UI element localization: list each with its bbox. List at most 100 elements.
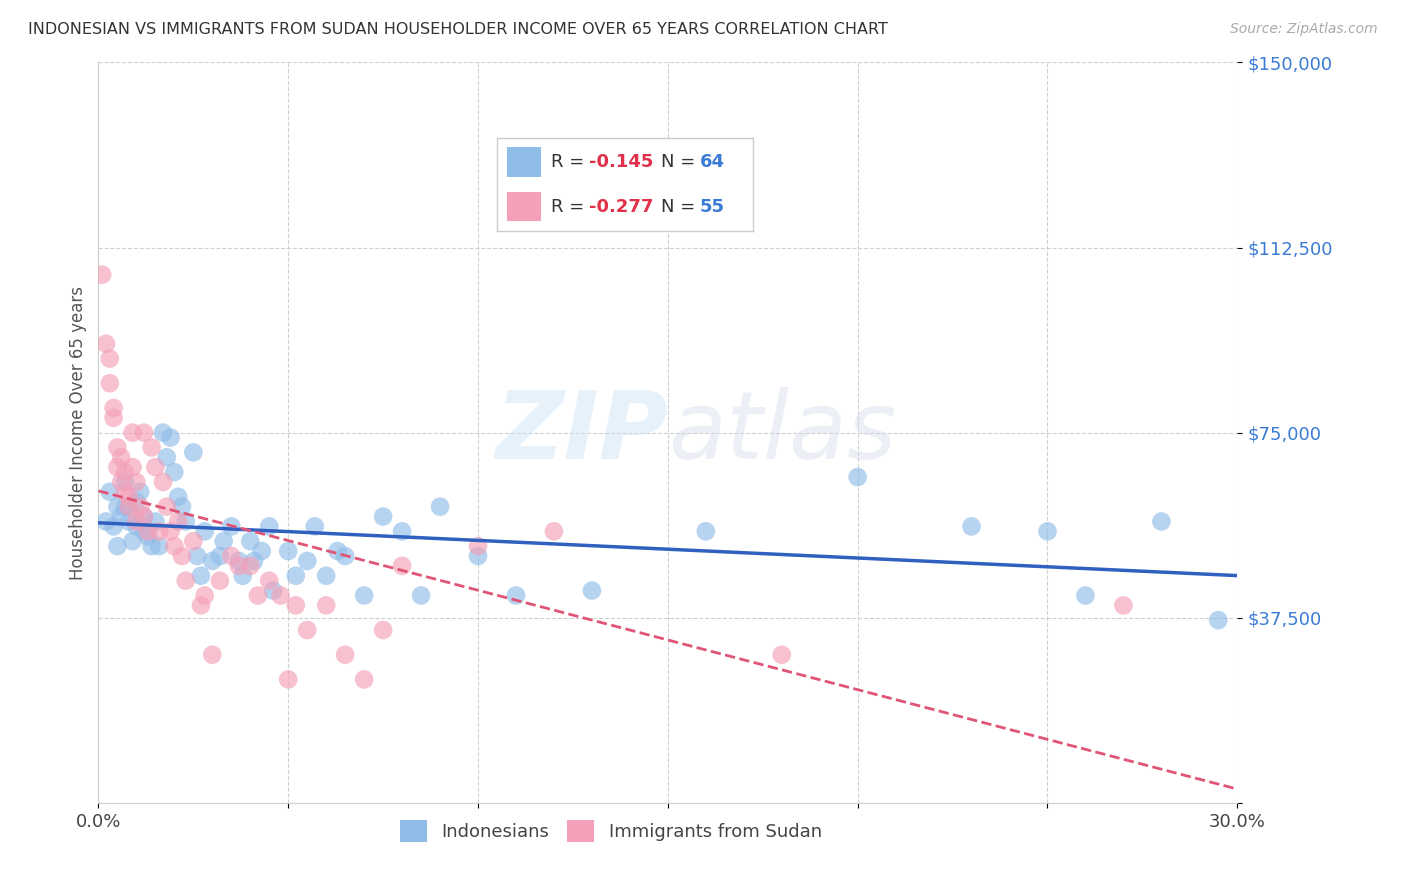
Point [335,648,357,662]
Point [107,460,129,475]
Point [243,554,266,568]
Point [1150,515,1173,529]
Point [94,515,117,529]
Text: N =: N = [661,153,702,171]
Point [156,450,179,465]
Point [132,509,155,524]
Point [129,484,152,499]
Point [121,534,143,549]
Text: -0.277: -0.277 [589,197,654,216]
Point [228,554,250,568]
Text: 64: 64 [700,153,724,171]
Point [259,519,281,533]
Point [467,539,489,553]
Text: R =: R = [551,197,591,216]
Point [335,549,357,563]
Point [125,515,148,529]
Point [353,673,375,687]
Point [411,589,433,603]
Point [277,673,299,687]
Point [163,465,186,479]
Point [315,568,337,582]
Point [259,574,281,588]
Point [167,490,190,504]
Point [239,534,262,549]
Point [194,589,217,603]
Point [103,519,125,533]
Point [125,475,148,489]
Point [136,524,159,539]
Text: 55: 55 [700,197,724,216]
Point [371,623,394,637]
Point [221,549,243,563]
Point [159,431,181,445]
Point [304,519,326,533]
Point [201,648,224,662]
Point [118,515,141,529]
Point [1074,589,1097,603]
Point [1112,599,1135,613]
Point [315,599,337,613]
Point [114,465,136,479]
Point [163,539,186,553]
Point [326,544,349,558]
Point [695,524,717,539]
Point [467,549,489,563]
Point [239,558,262,573]
Point [543,524,565,539]
Point [132,425,155,440]
Point [114,500,136,514]
Point [174,515,197,529]
Point [190,568,212,582]
Point [94,336,117,351]
FancyBboxPatch shape [508,147,541,177]
Point [125,494,148,508]
Point [581,583,603,598]
Point [98,376,121,391]
Point [391,558,413,573]
Point [297,623,319,637]
Point [118,500,141,514]
Point [284,599,307,613]
Point [145,515,167,529]
Point [371,509,394,524]
Point [110,450,132,465]
Point [107,441,129,455]
Point [353,589,375,603]
Point [183,445,205,459]
Point [103,410,125,425]
Text: R =: R = [551,153,591,171]
Point [846,470,869,484]
Text: N =: N = [661,197,702,216]
Point [152,425,174,440]
Point [246,589,269,603]
Text: ZIP: ZIP [495,386,668,479]
Point [129,500,152,514]
Point [118,500,141,514]
Point [228,558,250,573]
Point [110,475,132,489]
Text: INDONESIAN VS IMMIGRANTS FROM SUDAN HOUSEHOLDER INCOME OVER 65 YEARS CORRELATION: INDONESIAN VS IMMIGRANTS FROM SUDAN HOUS… [28,22,889,37]
Point [132,524,155,539]
Point [121,425,143,440]
Point [190,599,212,613]
Point [152,475,174,489]
Point [110,509,132,524]
Legend: Indonesians, Immigrants from Sudan: Indonesians, Immigrants from Sudan [392,813,830,849]
Y-axis label: Householder Income Over 65 years: Householder Income Over 65 years [69,285,87,580]
FancyBboxPatch shape [508,192,541,221]
Point [770,648,793,662]
Point [148,524,170,539]
Point [141,441,163,455]
Point [270,589,292,603]
Point [174,574,197,588]
Point [118,490,141,504]
Point [277,544,299,558]
Point [201,554,224,568]
Point [1208,613,1230,627]
Point [141,539,163,553]
Point [208,549,231,563]
Point [1036,524,1059,539]
Point [429,500,451,514]
Point [208,574,231,588]
